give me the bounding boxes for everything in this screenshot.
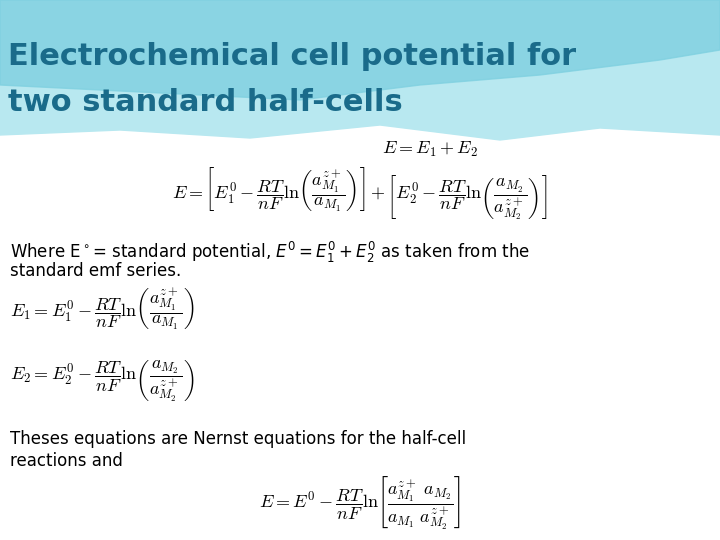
Text: $E = E_1 + E_2$: $E = E_1 + E_2$ [382, 140, 478, 159]
Text: Where E$^\circ$= standard potential, $E^{0} = E_1^{0} + E_2^{0}$ as taken from t: Where E$^\circ$= standard potential, $E^… [10, 240, 530, 265]
Polygon shape [0, 0, 720, 140]
Text: $E_1 = E_1^0 - \dfrac{RT}{nF}\ln\!\left(\dfrac{a_{M_1}^{z+}}{a_{M_1}}\right)$: $E_1 = E_1^0 - \dfrac{RT}{nF}\ln\!\left(… [10, 286, 194, 331]
Text: $E = E^0 - \dfrac{RT}{nF}\ln\!\left[\dfrac{a_{M_1}^{z+}\; a_{M_2}}{a_{M_1}\; a_{: $E = E^0 - \dfrac{RT}{nF}\ln\!\left[\dfr… [259, 474, 461, 531]
Text: Theses equations are Nernst equations for the half-cell: Theses equations are Nernst equations fo… [10, 430, 466, 448]
Text: $E = \left[E_1^0 - \dfrac{RT}{nF}\ln\!\left(\dfrac{a_{M_1}^{z+}}{a_{M_1}}\right): $E = \left[E_1^0 - \dfrac{RT}{nF}\ln\!\l… [172, 165, 548, 222]
Text: Electrochemical cell potential for: Electrochemical cell potential for [8, 42, 576, 71]
Text: reactions and: reactions and [10, 452, 123, 470]
Text: two standard half-cells: two standard half-cells [8, 88, 402, 117]
Text: $E_2 = E_2^0 - \dfrac{RT}{nF}\ln\!\left(\dfrac{a_{M_2}}{a_{M_2}^{z+}}\right)$: $E_2 = E_2^0 - \dfrac{RT}{nF}\ln\!\left(… [10, 358, 194, 403]
Text: standard emf series.: standard emf series. [10, 262, 181, 280]
Polygon shape [0, 0, 720, 100]
